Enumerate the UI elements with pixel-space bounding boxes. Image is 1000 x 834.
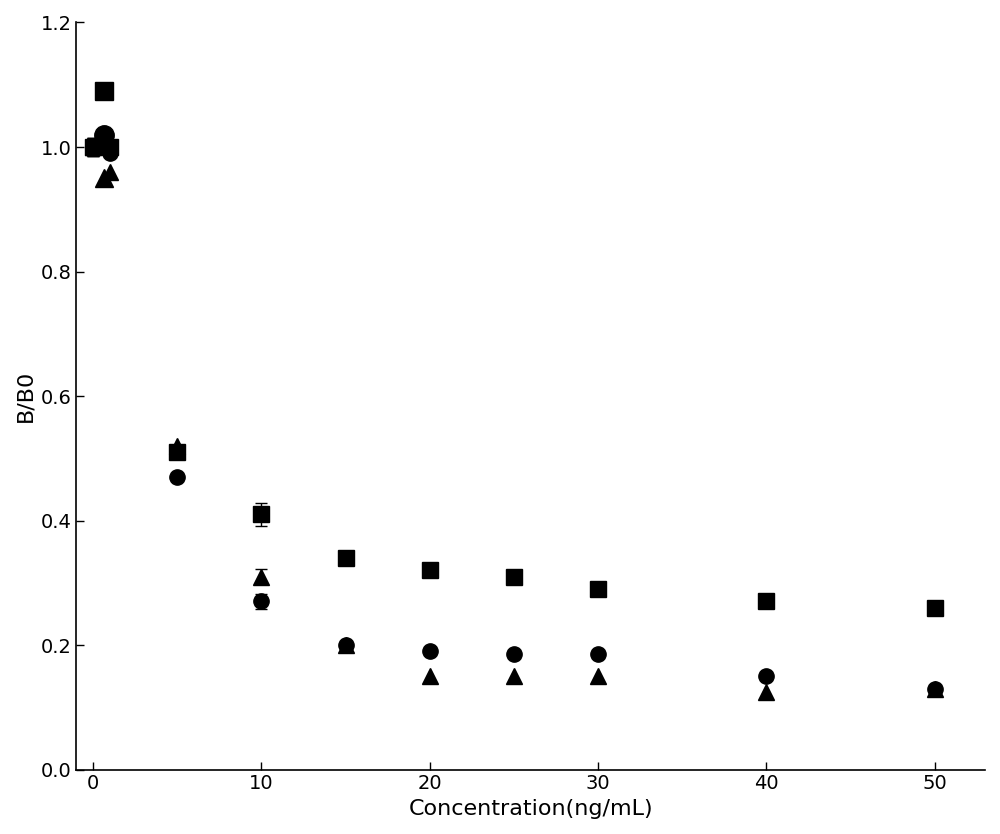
Y-axis label: B/B0: B/B0: [15, 370, 35, 422]
X-axis label: Concentration(ng/mL): Concentration(ng/mL): [408, 799, 653, 819]
